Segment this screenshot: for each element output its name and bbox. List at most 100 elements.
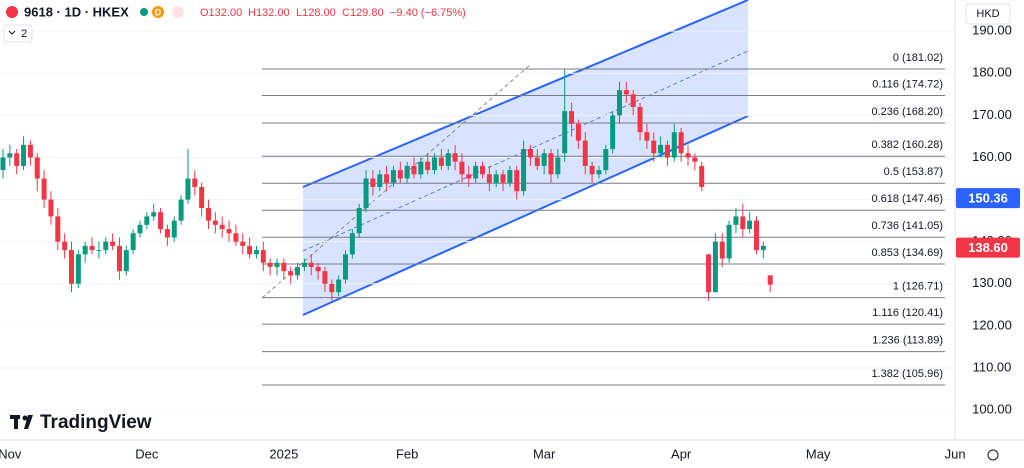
x-tick-label: 2025 <box>269 446 298 461</box>
candle-body <box>349 233 355 255</box>
price-label-box <box>956 188 1020 209</box>
indicator-toggle[interactable] <box>3 24 33 43</box>
candle-body <box>171 220 177 238</box>
candle-body <box>322 271 328 284</box>
plot-layer: 0 (181.02) 0.116 (174.72) 0.236 (168.20) 0.… <box>0 30 955 411</box>
flag-badge <box>152 6 164 18</box>
candle-body <box>575 123 581 141</box>
candle-body <box>452 153 458 162</box>
candle-body <box>206 208 211 221</box>
candle-body <box>123 250 129 272</box>
candle-body <box>89 245 95 251</box>
candle-body <box>514 170 520 192</box>
candle-body <box>603 149 609 171</box>
candle-body <box>630 94 636 107</box>
header-bar: 9618 · 1D · HKEX D O132.00 H132.00 L128.… <box>3 4 466 43</box>
candle-body <box>712 241 718 293</box>
candle-body <box>69 250 74 284</box>
alert-badge <box>172 6 184 18</box>
indicator-count[interactable]: 2 <box>21 28 27 40</box>
candle-body <box>82 245 88 255</box>
candle-body <box>14 153 20 166</box>
candle-body <box>438 157 444 166</box>
candle-body <box>671 132 677 158</box>
candle-body <box>534 157 540 166</box>
logo: TradingView <box>10 412 152 433</box>
candle-body <box>480 165 485 175</box>
candle-body <box>0 157 6 171</box>
candle-body <box>233 233 239 242</box>
y-tick-label: 170.00 <box>972 107 1012 122</box>
candle-body <box>377 174 383 187</box>
channel-midline <box>302 50 749 252</box>
fib-label: 1.116 (120.41) <box>872 307 943 319</box>
candle-body <box>699 165 705 187</box>
candle-body <box>288 271 294 276</box>
candle-body <box>569 111 575 124</box>
candle-body <box>144 216 150 225</box>
candle-body <box>62 241 68 251</box>
candle-body <box>404 165 410 179</box>
chevron <box>8 30 16 35</box>
x-tick-label: Apr <box>671 446 692 461</box>
ohlc-open: O132.00 <box>200 7 242 19</box>
x-tick-label: Feb <box>396 446 418 461</box>
candle-body <box>247 245 253 255</box>
candle-body <box>617 90 622 116</box>
settings-icon[interactable] <box>987 449 999 461</box>
candle-body <box>329 283 335 293</box>
candle-body <box>212 220 218 225</box>
candle-body <box>589 165 595 175</box>
candle-body <box>336 279 342 293</box>
y-tick-label: 160.00 <box>972 149 1012 164</box>
fib-label: 1.382 (105.96) <box>871 368 943 380</box>
candle-body <box>466 174 472 179</box>
candle-body <box>301 262 307 267</box>
y-tick-label: 120.00 <box>972 317 1012 332</box>
fib-label: 0.382 (160.28) <box>871 139 943 151</box>
fib-label: 0.618 (147.46) <box>871 193 943 205</box>
candle-body <box>541 153 547 166</box>
candle-body <box>562 111 568 154</box>
candle-body <box>486 174 492 183</box>
candle-body <box>267 262 273 267</box>
candle-body <box>27 144 33 158</box>
candle-body <box>295 266 301 276</box>
ohlc-close: C129.80 <box>342 7 384 19</box>
candle-body <box>384 174 390 183</box>
symbol: 9618 · 1D · HKEX <box>24 4 129 19</box>
candle-body <box>500 174 506 183</box>
candle-body <box>527 149 533 158</box>
candle-body <box>706 254 712 293</box>
candle-body <box>96 250 102 252</box>
candle-body <box>644 132 650 141</box>
currency-label[interactable]: HKD <box>976 8 999 20</box>
candle-body <box>192 178 198 187</box>
candle-body <box>733 216 739 225</box>
candle-body <box>767 275 773 285</box>
candle-body <box>521 149 527 192</box>
y-tick-label: 180.00 <box>972 65 1012 80</box>
flag-text: D <box>155 7 162 17</box>
candle-body <box>363 178 369 208</box>
candle-body <box>370 178 376 187</box>
symbol-icon <box>6 6 18 18</box>
logo-mark <box>22 415 28 421</box>
y-tick-label: 100.00 <box>972 402 1012 417</box>
candle-body <box>726 224 732 259</box>
candle-body <box>596 170 602 175</box>
candle-body <box>692 157 698 162</box>
candle-body <box>356 208 362 234</box>
candle-body <box>658 144 664 154</box>
currency-button[interactable] <box>965 3 1011 25</box>
candle-body <box>185 178 191 200</box>
candle-body <box>473 165 479 179</box>
trend-line <box>261 64 531 299</box>
candle-body <box>740 216 746 230</box>
fib-label: 0.853 (134.69) <box>871 247 943 259</box>
candle-body <box>411 165 417 175</box>
candle-body <box>48 199 54 217</box>
candle-body <box>651 140 657 154</box>
